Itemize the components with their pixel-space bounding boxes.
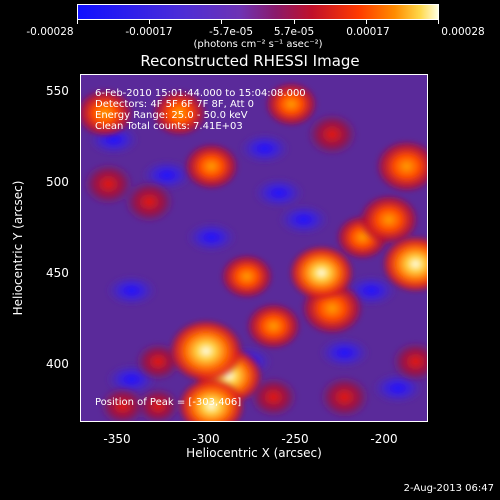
heatmap-emission-source bbox=[135, 386, 181, 422]
colorbar bbox=[77, 4, 439, 20]
time-range-annotation: 6-Feb-2010 15:01:44.000 to 15:04:08.000 bbox=[95, 88, 306, 99]
x-tick-label: -250 bbox=[281, 432, 309, 446]
heatmap-emission-source bbox=[99, 385, 147, 422]
heatmap-emission-source bbox=[151, 88, 208, 138]
colorbar-tick-label: 5.7e-05 bbox=[273, 26, 315, 38]
colorbar-tick bbox=[77, 20, 78, 24]
colorbar-tick-label: -0.00017 bbox=[125, 26, 173, 38]
image-plot-area bbox=[80, 74, 428, 422]
colorbar-tick bbox=[438, 20, 439, 24]
heatmap-low-region bbox=[252, 176, 305, 209]
heatmap-low-region bbox=[318, 336, 371, 369]
heatmap-emission-source bbox=[123, 179, 176, 224]
y-tick-label: 450 bbox=[46, 266, 69, 280]
colorbar-tick-label: 0.00028 bbox=[441, 26, 485, 38]
heatmap-low-region bbox=[185, 221, 238, 254]
heatmap-low-region bbox=[238, 132, 291, 165]
heatmap-emission-source bbox=[80, 87, 135, 139]
generated-date: 2-Aug-2013 06:47 bbox=[403, 483, 494, 494]
heatmap-emission-source bbox=[182, 142, 240, 191]
heatmap-low-region bbox=[277, 203, 330, 236]
peak-position-label: Position of Peak = [-303,406] bbox=[95, 397, 242, 408]
x-axis-label: Heliocentric X (arcsec) bbox=[186, 446, 322, 460]
heatmap-emission-source bbox=[381, 234, 428, 294]
heatmap-emission-source bbox=[176, 376, 246, 422]
chart-title: Reconstructed RHESSI Image bbox=[140, 52, 360, 70]
heatmap-emission-source bbox=[219, 253, 275, 300]
colorbar-tick bbox=[221, 20, 222, 24]
heatmap-emission-source bbox=[288, 244, 355, 302]
x-tick-label: -200 bbox=[370, 432, 398, 446]
detectors-annotation: Detectors: 4F 5F 6F 7F 8F, Att 0 bbox=[95, 99, 255, 110]
x-tick-label: -300 bbox=[192, 432, 220, 446]
colorbar-tick-label: -0.00028 bbox=[26, 26, 74, 38]
heatmap-emission-source bbox=[358, 193, 420, 246]
y-tick-label: 550 bbox=[46, 84, 69, 98]
colorbar-tick-label: -5.7e-05 bbox=[208, 26, 254, 38]
heatmap-emission-source bbox=[318, 375, 371, 420]
y-tick-label: 400 bbox=[46, 357, 69, 371]
heatmap-emission-source bbox=[306, 112, 359, 157]
colorbar-unit-label: (photons cm⁻² s⁻¹ asec⁻²) bbox=[193, 39, 323, 50]
heatmap-emission-source bbox=[264, 81, 319, 128]
heatmap-emission-source bbox=[245, 301, 302, 351]
colorbar-tick bbox=[294, 20, 295, 24]
colorbar-tick bbox=[149, 20, 150, 24]
heatmap-emission-source bbox=[168, 318, 245, 384]
x-tick-label: -350 bbox=[103, 432, 131, 446]
energy-range-annotation: Energy Range: 25.0 - 50.0 keV bbox=[95, 110, 248, 121]
y-tick-label: 500 bbox=[46, 175, 69, 189]
clean-counts-annotation: Clean Total counts: 7.41E+03 bbox=[95, 121, 243, 132]
heatmap-emission-source bbox=[82, 161, 135, 207]
heatmap-emission-source bbox=[248, 376, 299, 419]
heatmap-image bbox=[80, 74, 428, 422]
colorbar-tick-label: 0.00017 bbox=[346, 26, 390, 38]
heatmap-emission-source bbox=[374, 139, 428, 194]
heatmap-emission-source bbox=[390, 340, 428, 383]
colorbar-tick bbox=[366, 20, 367, 24]
heatmap-low-region bbox=[105, 274, 158, 307]
y-axis-label: Heliocentric Y (arcsec) bbox=[11, 180, 25, 316]
